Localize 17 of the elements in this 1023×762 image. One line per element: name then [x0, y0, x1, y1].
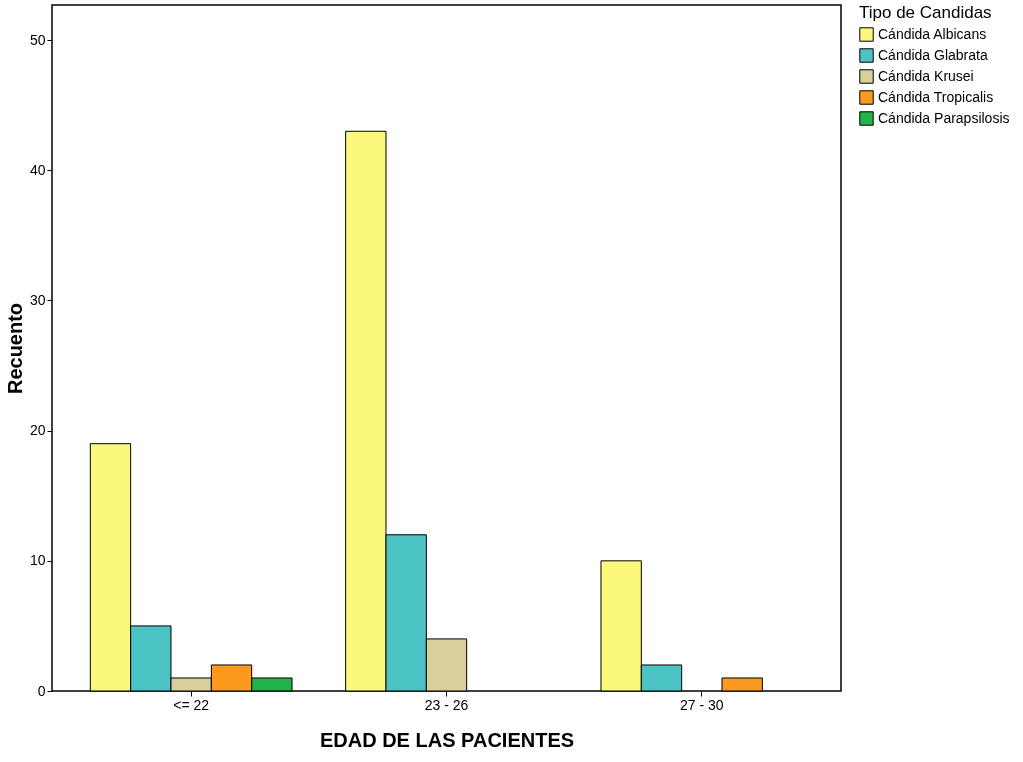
legend-title: Tipo de Candidas	[859, 3, 992, 22]
y-tick-label: 20	[29, 422, 46, 439]
x-tick-label: 23 - 26	[424, 696, 469, 713]
x-tick-label: <= 22	[173, 696, 210, 713]
x-axis-title: EDAD DE LAS PACIENTES	[319, 728, 575, 751]
y-tick-label: 0	[37, 682, 46, 699]
legend-label: Cándida Albicans	[878, 25, 987, 42]
y-tick-label: 50	[29, 31, 46, 48]
x-tick-label: 27 - 30	[680, 696, 724, 713]
legend-label: Cándida Krusei	[878, 67, 974, 84]
y-tick-label: 30	[29, 291, 46, 308]
y-tick-label: 10	[29, 552, 46, 569]
legend-label: Cándida Parapsilosis	[878, 109, 1010, 126]
legend-label: Cándida Tropicalis	[878, 88, 994, 105]
y-tick-label: 40	[29, 161, 46, 178]
y-axis-title: Recuento	[3, 302, 26, 395]
legend-label: Cándida Glabrata	[878, 46, 988, 63]
